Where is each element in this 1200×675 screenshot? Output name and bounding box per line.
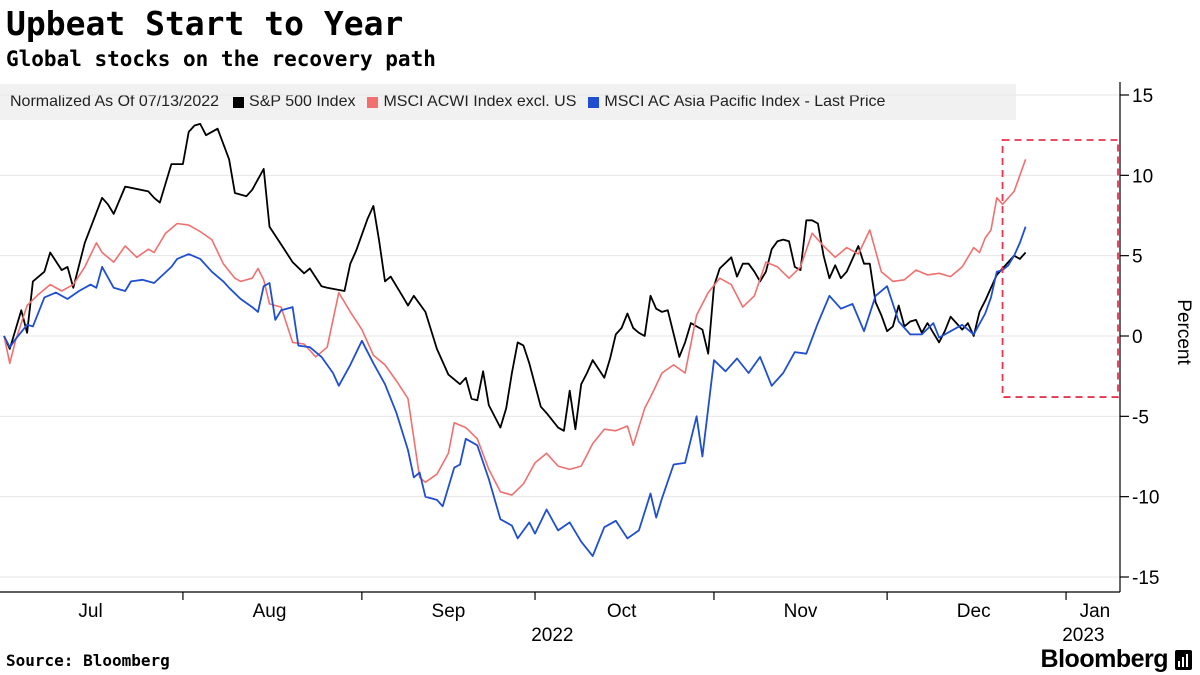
x-tick-label: Jan [1080, 601, 1111, 622]
x-tick-label: Nov [784, 601, 818, 622]
x-tick-label: Jul [78, 601, 102, 622]
legend-item-asia: MSCI AC Asia Pacific Index - Last Price [588, 93, 885, 111]
y-tick-label: -10 [1132, 488, 1159, 509]
source-note: Source: Bloomberg [6, 651, 170, 670]
x-tick-label: Aug [253, 601, 287, 622]
legend-label-asia: MSCI AC Asia Pacific Index - Last Price [604, 93, 886, 110]
y-tick-label: 15 [1132, 86, 1153, 107]
x-tick-label: Dec [957, 601, 991, 622]
highlight-box [1001, 139, 1119, 398]
legend-label-acwi: MSCI ACWI Index excl. US [383, 93, 577, 110]
y-tick-label: 0 [1132, 327, 1143, 348]
y-tick-label: 5 [1132, 247, 1143, 268]
legend: Normalized As Of 07/13/2022 S&P 500 Inde… [0, 84, 1016, 120]
y-axis-title: Percent [1173, 299, 1194, 365]
legend-swatch-sp500 [233, 96, 245, 108]
x-tick-label: Sep [432, 601, 466, 622]
bloomberg-terminal-icon [1175, 650, 1192, 670]
series-line-s-p-500-index [3, 123, 1027, 432]
chart-subtitle: Global stocks on the recovery path [6, 47, 436, 71]
x-year-label: 2023 [1062, 625, 1104, 646]
legend-item-sp500: S&P 500 Index [233, 93, 355, 111]
x-year-label: 2022 [531, 625, 573, 646]
y-tick-label: -15 [1132, 568, 1159, 589]
series-line-msci-ac-asia-pacific-index-last-price [3, 226, 1027, 557]
legend-swatch-asia [588, 96, 600, 108]
legend-normalization-note: Normalized As Of 07/13/2022 [10, 93, 220, 110]
legend-item-acwi: MSCI ACWI Index excl. US [367, 93, 576, 111]
y-tick-label: 10 [1132, 166, 1153, 187]
legend-label-sp500: S&P 500 Index [249, 93, 356, 110]
legend-swatch-acwi [367, 96, 379, 108]
x-tick-label: Oct [607, 601, 637, 622]
y-tick-label: -5 [1132, 407, 1149, 428]
chart-title: Upbeat Start to Year [6, 4, 404, 43]
brand-logo: Bloomberg [1040, 645, 1169, 673]
series-line-msci-acwi-index-excl-us [3, 159, 1027, 496]
